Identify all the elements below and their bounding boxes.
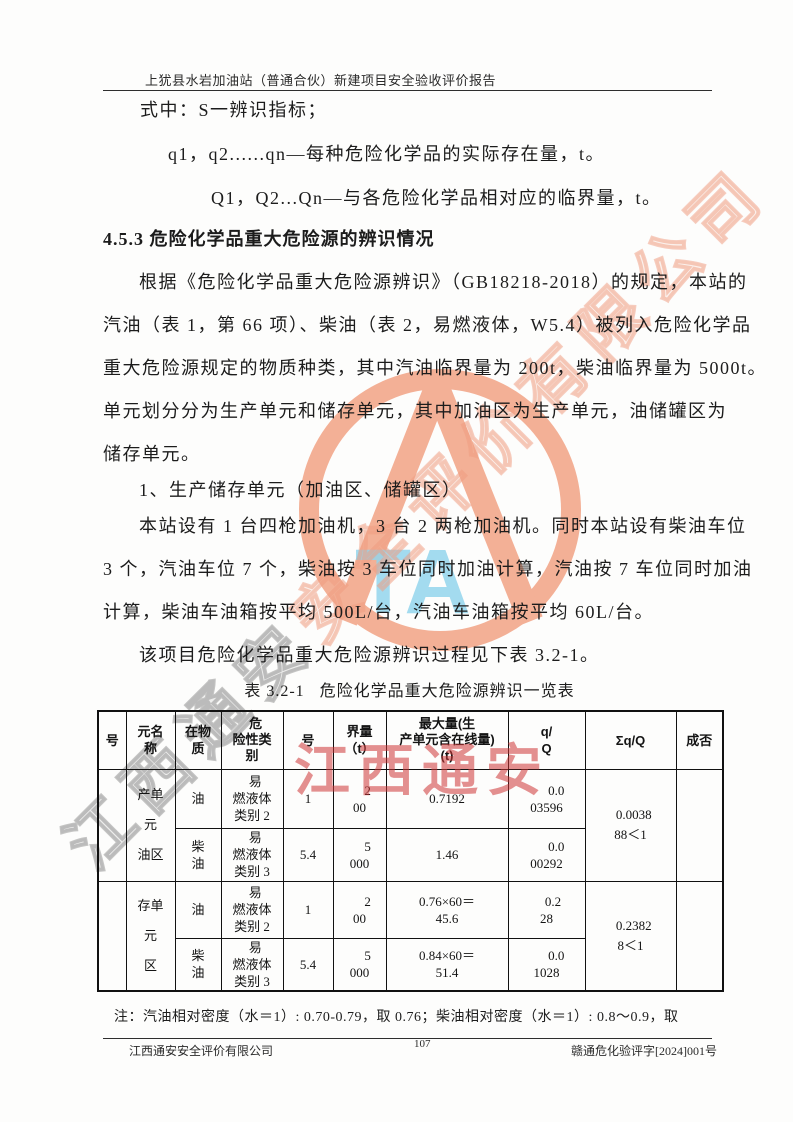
- cell-result: [675, 880, 724, 992]
- col-header-seq: 号: [97, 710, 127, 770]
- cell-limit: 5 000: [332, 827, 387, 882]
- page-header-title: 上犹县水岩加油站（普通合伙）新建项目安全验收评价报告: [145, 73, 497, 88]
- col-header-unit: 元名 称: [125, 710, 176, 770]
- cell-ratio: 0.0 1028: [507, 937, 586, 992]
- table-row: 柴 油 易 燃液体 类别 3 5.4 5 000 0.84×60＝ 51.4 0…: [98, 937, 723, 992]
- section-heading: 4.5.3 危险化学品重大危险源的辨识情况: [103, 229, 435, 249]
- col-header-hazard: 危 险性类 别: [220, 710, 284, 770]
- col-header-material: 在物 质: [174, 710, 222, 770]
- logo-a-left-leg: [333, 382, 449, 626]
- red-stamp-watermark: 江西通安: [294, 739, 550, 802]
- cell-limit: 2 00: [332, 768, 387, 829]
- cell-hazard: 易 燃液体 类别 3: [220, 827, 284, 882]
- logo-ring: [299, 369, 581, 651]
- cell-unit: 产单 元 油区: [125, 768, 176, 882]
- cell-result: [675, 768, 724, 882]
- cell-sum: 0.0038 88＜1: [584, 768, 677, 882]
- page-number: 107: [414, 1038, 431, 1050]
- cell-hazard: 易 燃液体 类别 2: [220, 880, 284, 939]
- cell-ratio: 0.0 03596: [507, 768, 586, 829]
- body-line: 3 个，汽油车位 7 个，柴油按 3 车位同时加油计算，汽油按 7 车位同时加油: [103, 559, 753, 579]
- cell-unit: 存单 元 区: [125, 880, 176, 992]
- cell-max: 0.84×60＝ 51.4: [385, 937, 509, 992]
- table-row: 存单 元 区 油 易 燃液体 类别 2 1 2 00 0.76×60＝ 45.6…: [97, 880, 724, 992]
- cell-seq: [97, 880, 127, 992]
- cell-ratio: 0.0 00292: [507, 827, 586, 882]
- body-line: 计算，柴油车油箱按平均 500L/台，汽油车油箱按平均 60L/台。: [103, 602, 654, 622]
- table-row: 柴 油 易 燃液体 类别 3 5.4 5 000 1.46 0.0 00292: [98, 827, 723, 882]
- body-line: 储存单元。: [103, 444, 201, 464]
- cell-material: 柴 油: [174, 937, 222, 992]
- logo-ta-text: TA: [355, 531, 471, 633]
- header-rule: [103, 90, 712, 91]
- cell-material: 油: [174, 768, 222, 829]
- body-line: 该项目危险化学品重大危险源辨识过程见下表 3.2-1。: [139, 645, 600, 665]
- cell-num: 5.4: [282, 937, 334, 992]
- hazard-identification-table: 号 元名 称 在物 质 危 险性类 别 号 界量 （t） 最大量(生 产单元含在…: [97, 710, 724, 992]
- cell-max: 0.76×60＝ 45.6: [385, 880, 509, 939]
- cell-seq: [97, 768, 127, 882]
- cell-sum: 0.2382 8＜1: [584, 880, 677, 992]
- footer-company: 江西通安安全评价有限公司: [129, 1044, 274, 1058]
- body-line: 重大危险源规定的物质种类，其中汽油临界量为 200t，柴油临界量为 5000t。: [103, 358, 767, 378]
- cell-hazard: 易 燃液体 类别 2: [220, 768, 284, 829]
- cell-ratio: 0.2 28: [507, 880, 586, 939]
- body-line: 汽油（表 1，第 66 项）、柴油（表 2，易燃液体，W5.4）被列入危险化学品: [103, 315, 752, 335]
- logo-graphic: TA: [299, 369, 581, 651]
- body-line: 式中：S一辨识指标；: [140, 100, 328, 120]
- body-line: 单元划分分为生产单元和储存单元，其中加油区为生产单元，油储罐区为: [103, 401, 727, 421]
- cell-limit: 2 00: [332, 880, 387, 939]
- cell-max: 1.46: [385, 827, 509, 882]
- table-note: 注：汽油相对密度（水＝1）: 0.70-0.79，取 0.76；柴油相对密度（水…: [114, 1010, 679, 1025]
- cell-material: 柴 油: [174, 827, 222, 882]
- body-line: 1、生产储存单元（加油区、储罐区）: [139, 480, 462, 500]
- cell-num: 5.4: [282, 827, 334, 882]
- body-line: 根据《危险化学品重大危险源辨识》（GB18218-2018）的规定，本站的: [139, 272, 748, 292]
- cell-material: 油: [174, 880, 222, 939]
- body-line: q1，q2......qn—每种危险化学品的实际存在量，t。: [168, 144, 605, 164]
- table-header-row: 号 元名 称 在物 质 危 险性类 别 号 界量 （t） 最大量(生 产单元含在…: [97, 710, 724, 770]
- logo-a-right-leg: [425, 382, 543, 626]
- cell-num: 1: [282, 880, 334, 939]
- body-line: Q1，Q2...Qn—与各危险化学品相对应的临界量，t。: [211, 188, 662, 208]
- body-line: 本站设有 1 台四枪加油机，3 台 2 两枪加油机。同时本站设有柴油车位: [139, 516, 747, 536]
- footer-rule: [103, 1038, 712, 1039]
- table-caption: 表 3.2-1 危险化学品重大危险源辨识一览表: [244, 683, 575, 700]
- cell-limit: 5 000: [332, 937, 387, 992]
- col-header-ratio: q/ Q: [507, 710, 586, 770]
- col-header-result: 成否: [675, 710, 724, 770]
- company-logo-watermark: TA: [285, 355, 595, 665]
- footer-doc-number: 赣通危化验评字[2024]001号: [571, 1044, 717, 1058]
- col-header-sum: Σq/Q: [584, 710, 677, 770]
- col-header-max: 最大量(生 产单元含在线量) (t): [385, 710, 509, 770]
- cell-hazard: 易 燃液体 类别 3: [220, 937, 284, 992]
